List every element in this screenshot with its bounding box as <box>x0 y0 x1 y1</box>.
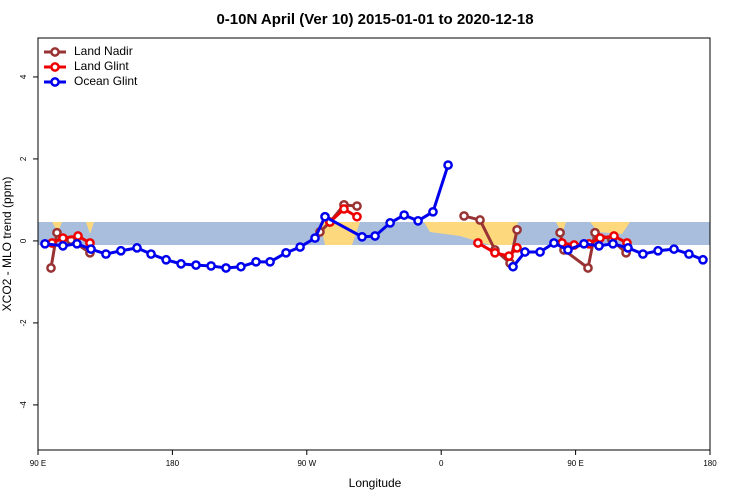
x-tick-label: 90 E <box>567 459 583 468</box>
point <box>684 249 694 259</box>
point <box>653 245 663 256</box>
y-axis-label: XCO2 - MLO trend (ppm) <box>0 177 14 312</box>
point <box>339 204 349 214</box>
point <box>58 240 68 251</box>
point <box>40 238 50 249</box>
x-tick-label: 90 W <box>297 459 316 468</box>
point <box>413 215 423 226</box>
land <box>590 222 630 234</box>
point <box>46 263 56 273</box>
point <box>512 225 522 235</box>
point <box>352 201 362 211</box>
land <box>86 222 94 234</box>
point <box>594 240 604 251</box>
point <box>265 256 275 267</box>
point <box>504 251 514 261</box>
point <box>146 249 156 259</box>
point <box>595 233 605 243</box>
point <box>72 238 82 249</box>
land <box>424 222 518 245</box>
y-tick-label: -2 <box>19 319 28 327</box>
point <box>206 261 216 271</box>
legend-label: Land Nadir <box>74 44 133 58</box>
point <box>508 261 518 272</box>
x-tick-label: 0 <box>439 459 444 468</box>
point <box>490 247 500 258</box>
y-tick-label: -4 <box>19 401 28 409</box>
plot-frame <box>37 37 711 451</box>
point <box>520 247 530 257</box>
point <box>443 160 453 170</box>
legend-label: Land Glint <box>74 59 129 73</box>
point <box>221 263 231 273</box>
point <box>52 227 62 238</box>
point <box>583 263 593 273</box>
point <box>86 244 96 254</box>
point <box>399 210 410 220</box>
point <box>116 245 126 256</box>
point <box>475 215 485 225</box>
point <box>473 238 483 248</box>
legend-marker <box>50 62 60 72</box>
point <box>669 244 679 254</box>
x-axis-label: Longitude <box>349 476 402 490</box>
y-tick-label: 0 <box>19 238 28 243</box>
x-tick-label: 90 E <box>30 459 46 468</box>
point <box>132 243 142 253</box>
point <box>251 256 261 267</box>
y-tick-label: 4 <box>19 74 28 79</box>
point <box>555 227 565 238</box>
point <box>357 231 367 242</box>
point <box>549 238 559 248</box>
legend-label: Ocean Glint <box>74 74 138 88</box>
point <box>563 245 573 255</box>
point <box>638 249 648 259</box>
y-tick-label: 2 <box>19 156 28 161</box>
x-tick-label: 180 <box>703 459 717 468</box>
point <box>176 259 186 269</box>
land <box>52 222 62 232</box>
legend-marker <box>50 47 60 57</box>
point <box>236 261 246 272</box>
point <box>512 243 522 253</box>
point <box>320 211 330 222</box>
point <box>161 254 171 265</box>
point <box>535 247 545 257</box>
land <box>320 222 360 245</box>
point <box>370 231 380 241</box>
x-tick-label: 180 <box>166 459 180 468</box>
point <box>579 238 589 249</box>
point <box>191 260 201 270</box>
point <box>385 218 395 228</box>
chart-title: 0-10N April (Ver 10) 2015-01-01 to 2020-… <box>216 11 533 28</box>
legend-marker <box>50 77 60 87</box>
point <box>58 233 68 243</box>
point <box>428 206 438 217</box>
point <box>609 231 619 241</box>
point <box>295 242 305 252</box>
point <box>698 254 708 265</box>
point <box>101 249 111 259</box>
point <box>310 233 320 243</box>
point <box>608 238 618 249</box>
point <box>73 231 83 241</box>
point <box>459 211 469 221</box>
point <box>352 211 362 222</box>
series-line <box>44 164 704 270</box>
point <box>281 247 291 258</box>
point <box>623 243 633 253</box>
